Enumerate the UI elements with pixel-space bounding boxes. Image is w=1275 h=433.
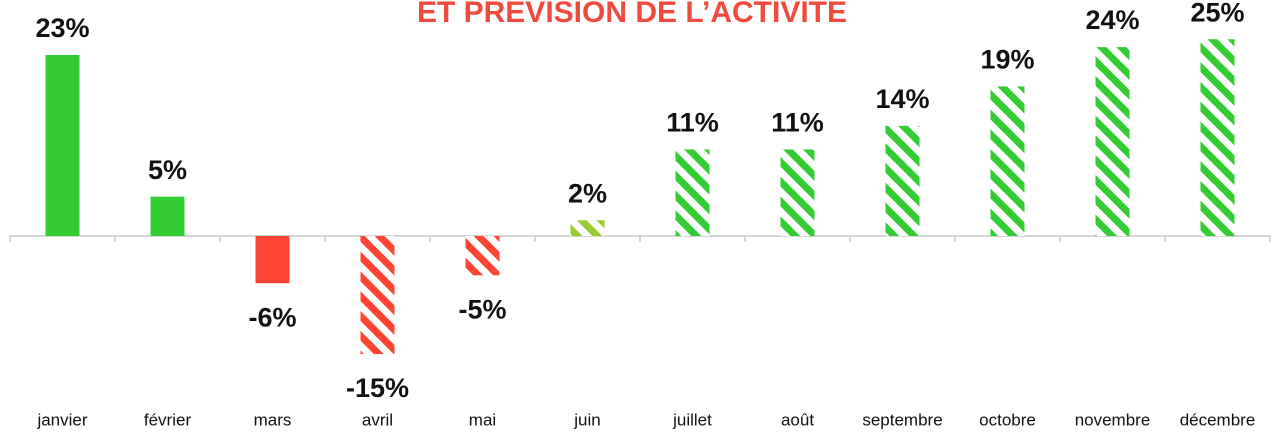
- x-tick-label: septembre: [862, 410, 942, 429]
- value-label: 24%: [1085, 5, 1139, 35]
- bar: [465, 236, 500, 276]
- bar: [1200, 39, 1235, 236]
- bar: [570, 220, 605, 236]
- bar: [675, 149, 710, 236]
- x-tick-label: novembre: [1075, 410, 1151, 429]
- value-label: 5%: [148, 155, 187, 185]
- chart-title: ET PRÉVISION DE L’ACTIVITÉ: [417, 0, 847, 29]
- value-label: 23%: [35, 13, 89, 43]
- x-tick-label: janvier: [36, 410, 87, 429]
- value-label: -6%: [248, 302, 296, 332]
- value-label: -5%: [458, 294, 506, 324]
- bar: [45, 54, 80, 236]
- value-label: 25%: [1190, 0, 1244, 27]
- bar: [780, 149, 815, 236]
- bar: [885, 125, 920, 236]
- x-tick-label: août: [781, 410, 814, 429]
- value-label: 11%: [666, 108, 719, 138]
- bar: [150, 196, 185, 236]
- value-label: 11%: [771, 108, 824, 138]
- x-tick-label: mars: [254, 410, 292, 429]
- x-tick-label: mai: [469, 410, 496, 429]
- x-tick-label: juin: [573, 410, 600, 429]
- x-tick-label: octobre: [979, 410, 1036, 429]
- value-label: -15%: [346, 373, 409, 403]
- x-tick-label: juillet: [672, 410, 712, 429]
- x-tick-label: décembre: [1180, 410, 1256, 429]
- value-label: 2%: [568, 178, 607, 208]
- value-label: 19%: [980, 45, 1034, 75]
- bar: [360, 236, 395, 355]
- bar: [255, 236, 290, 284]
- bar: [1095, 47, 1130, 237]
- x-tick-label: avril: [362, 410, 393, 429]
- bar: [990, 86, 1025, 236]
- value-label: 14%: [875, 84, 929, 114]
- x-tick-label: février: [144, 410, 192, 429]
